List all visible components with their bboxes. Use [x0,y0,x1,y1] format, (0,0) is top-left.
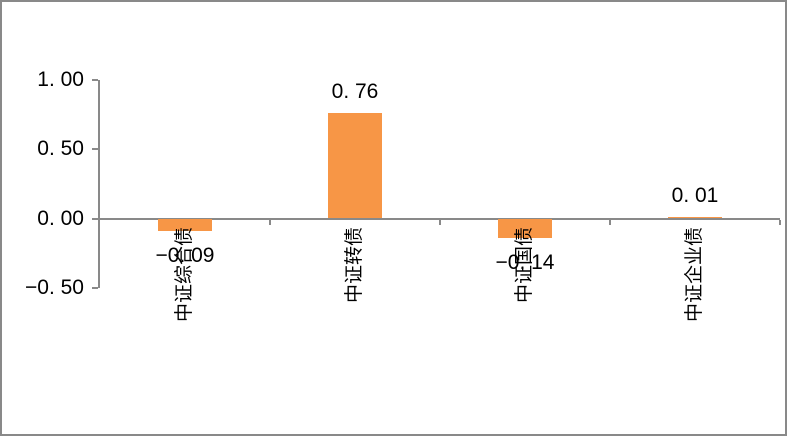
bar [498,218,552,238]
y-axis-tick [92,217,98,220]
y-axis-tick-label: −0. 50 [25,276,84,299]
bar [328,112,382,219]
y-axis-tick-label: 0. 00 [37,206,84,230]
bar-value-label: −0. 09 [155,244,215,267]
y-axis-tick [92,148,98,150]
bar-value-label: −0. 14 [495,250,555,274]
bar [668,217,722,219]
x-axis-category-label: 中证企业债 [684,226,705,322]
y-axis-tick-label: 1. 00 [37,67,84,91]
y-axis-tick [92,287,98,289]
x-axis-category-label: 中证综合债 [174,226,195,322]
bar-value-label: 0. 01 [671,184,719,208]
y-axis-tick-label: 0. 50 [37,137,84,160]
x-axis-category-label: 中证转债 [344,226,365,303]
x-axis-tick [779,219,781,225]
x-axis-line [98,217,780,220]
bar [158,218,212,231]
bar-value-label: 0. 76 [331,79,379,103]
y-axis-tick [92,78,98,81]
y-axis-line [98,79,100,288]
x-axis-tick [439,219,441,225]
x-axis-tick [269,219,271,225]
x-axis-tick [609,219,611,225]
